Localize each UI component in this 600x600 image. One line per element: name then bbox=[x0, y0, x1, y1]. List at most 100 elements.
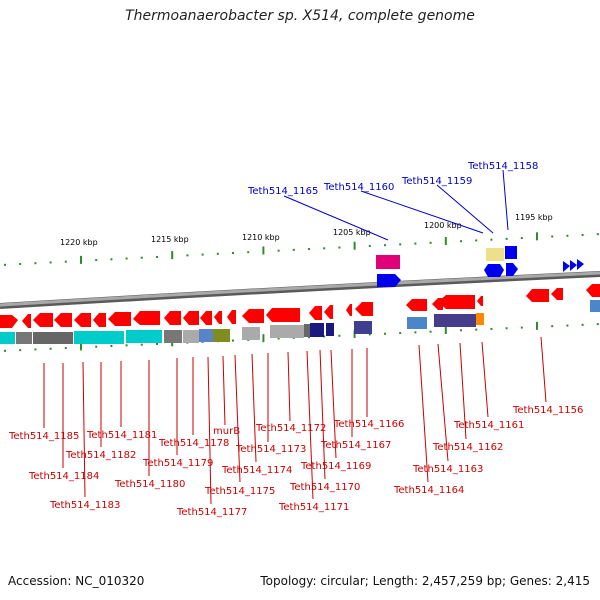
gene-arrow[interactable] bbox=[324, 305, 333, 319]
gene-arrow[interactable] bbox=[551, 288, 563, 300]
gene-arrow[interactable] bbox=[346, 304, 352, 316]
minor-tick bbox=[566, 234, 569, 237]
gene-arrow[interactable] bbox=[164, 311, 181, 325]
gene-box[interactable] bbox=[74, 331, 124, 344]
gene-label[interactable]: Teth514_1181 bbox=[86, 430, 157, 441]
gene-label[interactable]: Teth514_1161 bbox=[453, 420, 524, 431]
gene-arrow[interactable] bbox=[484, 264, 504, 277]
minor-tick bbox=[64, 260, 67, 263]
gene-arrow[interactable] bbox=[577, 259, 584, 270]
gene-label[interactable]: Teth514_1167 bbox=[320, 440, 391, 451]
gene-label[interactable]: Teth514_1162 bbox=[432, 442, 503, 453]
gene-arrow[interactable] bbox=[309, 306, 322, 320]
gene-box[interactable] bbox=[407, 317, 427, 329]
gene-arrow[interactable] bbox=[563, 261, 570, 272]
gene-label[interactable]: Teth514_1172 bbox=[255, 423, 326, 434]
gene-box[interactable] bbox=[270, 325, 304, 338]
gene-label[interactable]: murB bbox=[213, 426, 240, 437]
gene-arrow[interactable] bbox=[506, 263, 518, 276]
minor-tick bbox=[429, 330, 432, 333]
gene-arrow[interactable] bbox=[0, 315, 18, 328]
minor-tick bbox=[277, 337, 280, 340]
gene-label[interactable]: Teth514_1165 bbox=[247, 186, 318, 197]
gene-label[interactable]: Teth514_1156 bbox=[512, 405, 583, 416]
gene-box[interactable] bbox=[304, 324, 310, 337]
gene-label[interactable]: Teth514_1169 bbox=[300, 461, 371, 472]
gene-arrow[interactable] bbox=[33, 313, 53, 327]
gene-label[interactable]: Teth514_1170 bbox=[289, 482, 360, 493]
major-tick bbox=[80, 342, 82, 351]
gene-label[interactable]: Teth514_1160 bbox=[323, 182, 394, 193]
gene-label[interactable]: Teth514_1173 bbox=[235, 444, 306, 455]
gene-box[interactable] bbox=[164, 330, 182, 343]
gene-box[interactable] bbox=[354, 321, 372, 334]
gene-arrow[interactable] bbox=[406, 299, 427, 311]
gene-arrow[interactable] bbox=[438, 295, 475, 309]
major-tick bbox=[262, 246, 265, 255]
gene-arrow[interactable] bbox=[266, 308, 300, 322]
minor-tick bbox=[384, 332, 386, 335]
gene-label[interactable]: Teth514_1179 bbox=[142, 458, 213, 469]
gene-arrow[interactable] bbox=[93, 313, 106, 327]
minor-tick bbox=[460, 240, 462, 243]
minor-tick bbox=[368, 333, 371, 336]
gene-label[interactable]: Teth514_1164 bbox=[393, 485, 464, 496]
gene-label[interactable]: Teth514_1184 bbox=[28, 471, 99, 482]
gene-arrow[interactable] bbox=[214, 311, 222, 324]
gene-label[interactable]: Teth514_1185 bbox=[8, 431, 79, 442]
gene-arrow[interactable] bbox=[74, 313, 91, 327]
minor-tick bbox=[490, 327, 493, 330]
gene-box[interactable] bbox=[310, 323, 324, 337]
gene-label[interactable]: Teth514_1163 bbox=[412, 464, 483, 475]
gene-arrow[interactable] bbox=[54, 313, 72, 327]
minor-tick bbox=[581, 233, 584, 236]
minor-tick bbox=[110, 345, 113, 348]
minor-tick bbox=[505, 237, 508, 240]
gene-arrow[interactable] bbox=[22, 314, 31, 328]
minor-tick bbox=[475, 239, 478, 242]
gene-box[interactable] bbox=[183, 330, 199, 343]
gene-box[interactable] bbox=[16, 332, 32, 344]
gene-label[interactable]: Teth514_1171 bbox=[278, 502, 349, 513]
gene-box[interactable] bbox=[434, 314, 476, 327]
gene-box[interactable] bbox=[505, 246, 517, 259]
gene-box[interactable] bbox=[590, 300, 600, 312]
gene-label[interactable]: Teth514_1178 bbox=[158, 438, 229, 449]
gene-label[interactable]: Teth514_1159 bbox=[401, 176, 472, 187]
gene-arrow[interactable] bbox=[200, 311, 212, 325]
gene-label[interactable]: Teth514_1158 bbox=[467, 161, 538, 172]
gene-arrow[interactable] bbox=[377, 274, 401, 287]
scale-label: 1200 kbp bbox=[424, 221, 462, 230]
gene-box[interactable] bbox=[242, 327, 260, 340]
gene-label[interactable]: Teth514_1180 bbox=[114, 479, 185, 490]
minor-tick bbox=[232, 252, 234, 255]
gene-box[interactable] bbox=[199, 329, 213, 342]
gene-arrow[interactable] bbox=[242, 309, 264, 323]
gene-label[interactable]: Teth514_1177 bbox=[176, 507, 247, 518]
gene-arrow[interactable] bbox=[183, 311, 199, 325]
gene-box[interactable] bbox=[326, 323, 334, 336]
minor-tick bbox=[551, 235, 554, 238]
gene-arrow[interactable] bbox=[108, 312, 131, 326]
gene-box[interactable] bbox=[476, 313, 484, 325]
gene-arrow[interactable] bbox=[477, 296, 483, 306]
gene-arrow[interactable] bbox=[526, 289, 549, 302]
gene-arrow[interactable] bbox=[570, 260, 577, 271]
gene-arrow[interactable] bbox=[355, 302, 373, 316]
gene-box[interactable] bbox=[126, 330, 162, 343]
gene-label[interactable]: Teth514_1175 bbox=[204, 486, 275, 497]
gene-label[interactable]: Teth514_1166 bbox=[333, 419, 404, 430]
gene-label[interactable]: Teth514_1182 bbox=[65, 450, 136, 461]
gene-box[interactable] bbox=[486, 248, 504, 261]
gene-arrow[interactable] bbox=[227, 310, 236, 324]
gene-box[interactable] bbox=[213, 329, 230, 342]
gene-box[interactable] bbox=[376, 255, 400, 269]
gene-label[interactable]: Teth514_1183 bbox=[49, 500, 120, 511]
minor-tick bbox=[4, 349, 6, 352]
gene-label[interactable]: Teth514_1174 bbox=[221, 465, 292, 476]
gene-arrow[interactable] bbox=[133, 311, 160, 325]
gene-box[interactable] bbox=[0, 332, 15, 344]
gene-box[interactable] bbox=[33, 332, 73, 344]
gene-arrow[interactable] bbox=[586, 284, 600, 297]
